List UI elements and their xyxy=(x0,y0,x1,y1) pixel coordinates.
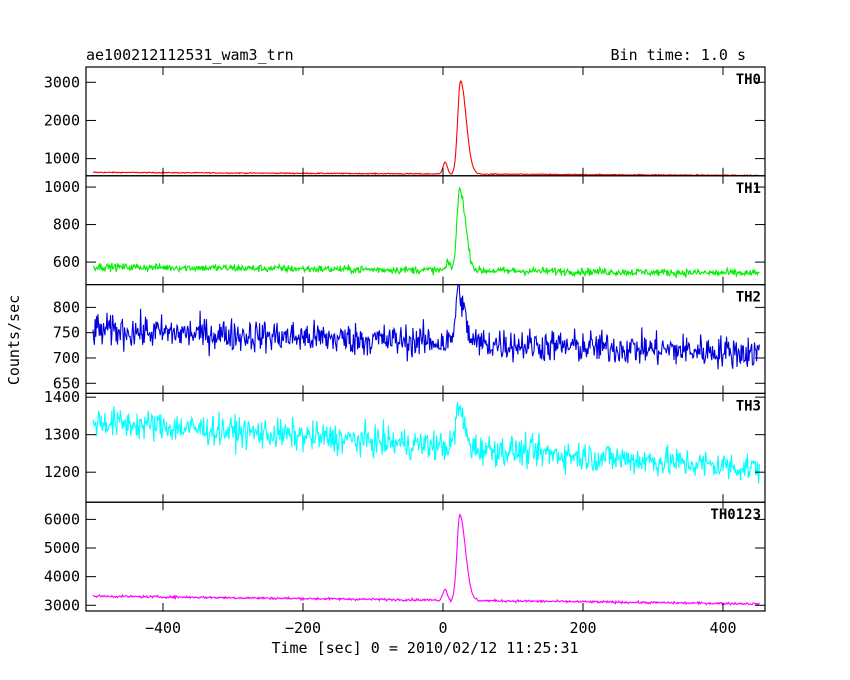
series-line-th0123 xyxy=(92,513,760,606)
x-axis-label: Time [sec] 0 = 2010/02/12 11:25:31 xyxy=(271,639,578,657)
y-tick-label: 1000 xyxy=(44,150,80,168)
panel-frame-th0123 xyxy=(85,501,766,612)
x-tick-label: −400 xyxy=(145,619,181,637)
x-tick-label: 400 xyxy=(709,619,736,637)
panel-label-th0: TH0 xyxy=(736,72,761,88)
panel-frame-th3 xyxy=(85,392,766,503)
y-tick-label: 600 xyxy=(53,253,80,271)
y-tick-label: 1400 xyxy=(44,388,80,406)
observation-id-title: ae100212112531_wam3_trn xyxy=(86,46,294,64)
x-tick-label: 0 xyxy=(438,619,447,637)
panel-label-th0123: TH0123 xyxy=(710,507,761,523)
y-tick-label: 800 xyxy=(53,298,80,316)
x-tick-label: −200 xyxy=(285,619,321,637)
y-tick-label: 3000 xyxy=(44,596,80,614)
y-tick-label: 2000 xyxy=(44,111,80,129)
series-line-th2 xyxy=(92,284,760,370)
y-tick-label: 700 xyxy=(53,349,80,367)
y-tick-label: 1200 xyxy=(44,463,80,481)
panel-frame-th0 xyxy=(85,66,766,177)
y-tick-label: 3000 xyxy=(44,73,80,91)
y-tick-label: 6000 xyxy=(44,510,80,528)
x-tick-label: 200 xyxy=(569,619,596,637)
y-tick-label: 750 xyxy=(53,324,80,342)
y-axis-label: Counts/sec xyxy=(5,295,23,385)
bin-time-label: Bin time: 1.0 s xyxy=(611,46,746,64)
y-tick-label: 4000 xyxy=(44,568,80,586)
series-line-th3 xyxy=(92,400,760,484)
series-line-th1 xyxy=(93,186,760,280)
y-tick-label: 800 xyxy=(53,216,80,234)
panel-label-th1: TH1 xyxy=(736,181,761,197)
panel-frame-th1 xyxy=(85,175,766,286)
series-line-th0 xyxy=(92,80,760,176)
y-tick-label: 1000 xyxy=(44,178,80,196)
y-tick-label: 5000 xyxy=(44,539,80,557)
panel-label-th2: TH2 xyxy=(736,290,761,306)
panel-label-th3: TH3 xyxy=(736,398,761,414)
y-tick-label: 1300 xyxy=(44,426,80,444)
y-tick-label: 650 xyxy=(53,374,80,392)
